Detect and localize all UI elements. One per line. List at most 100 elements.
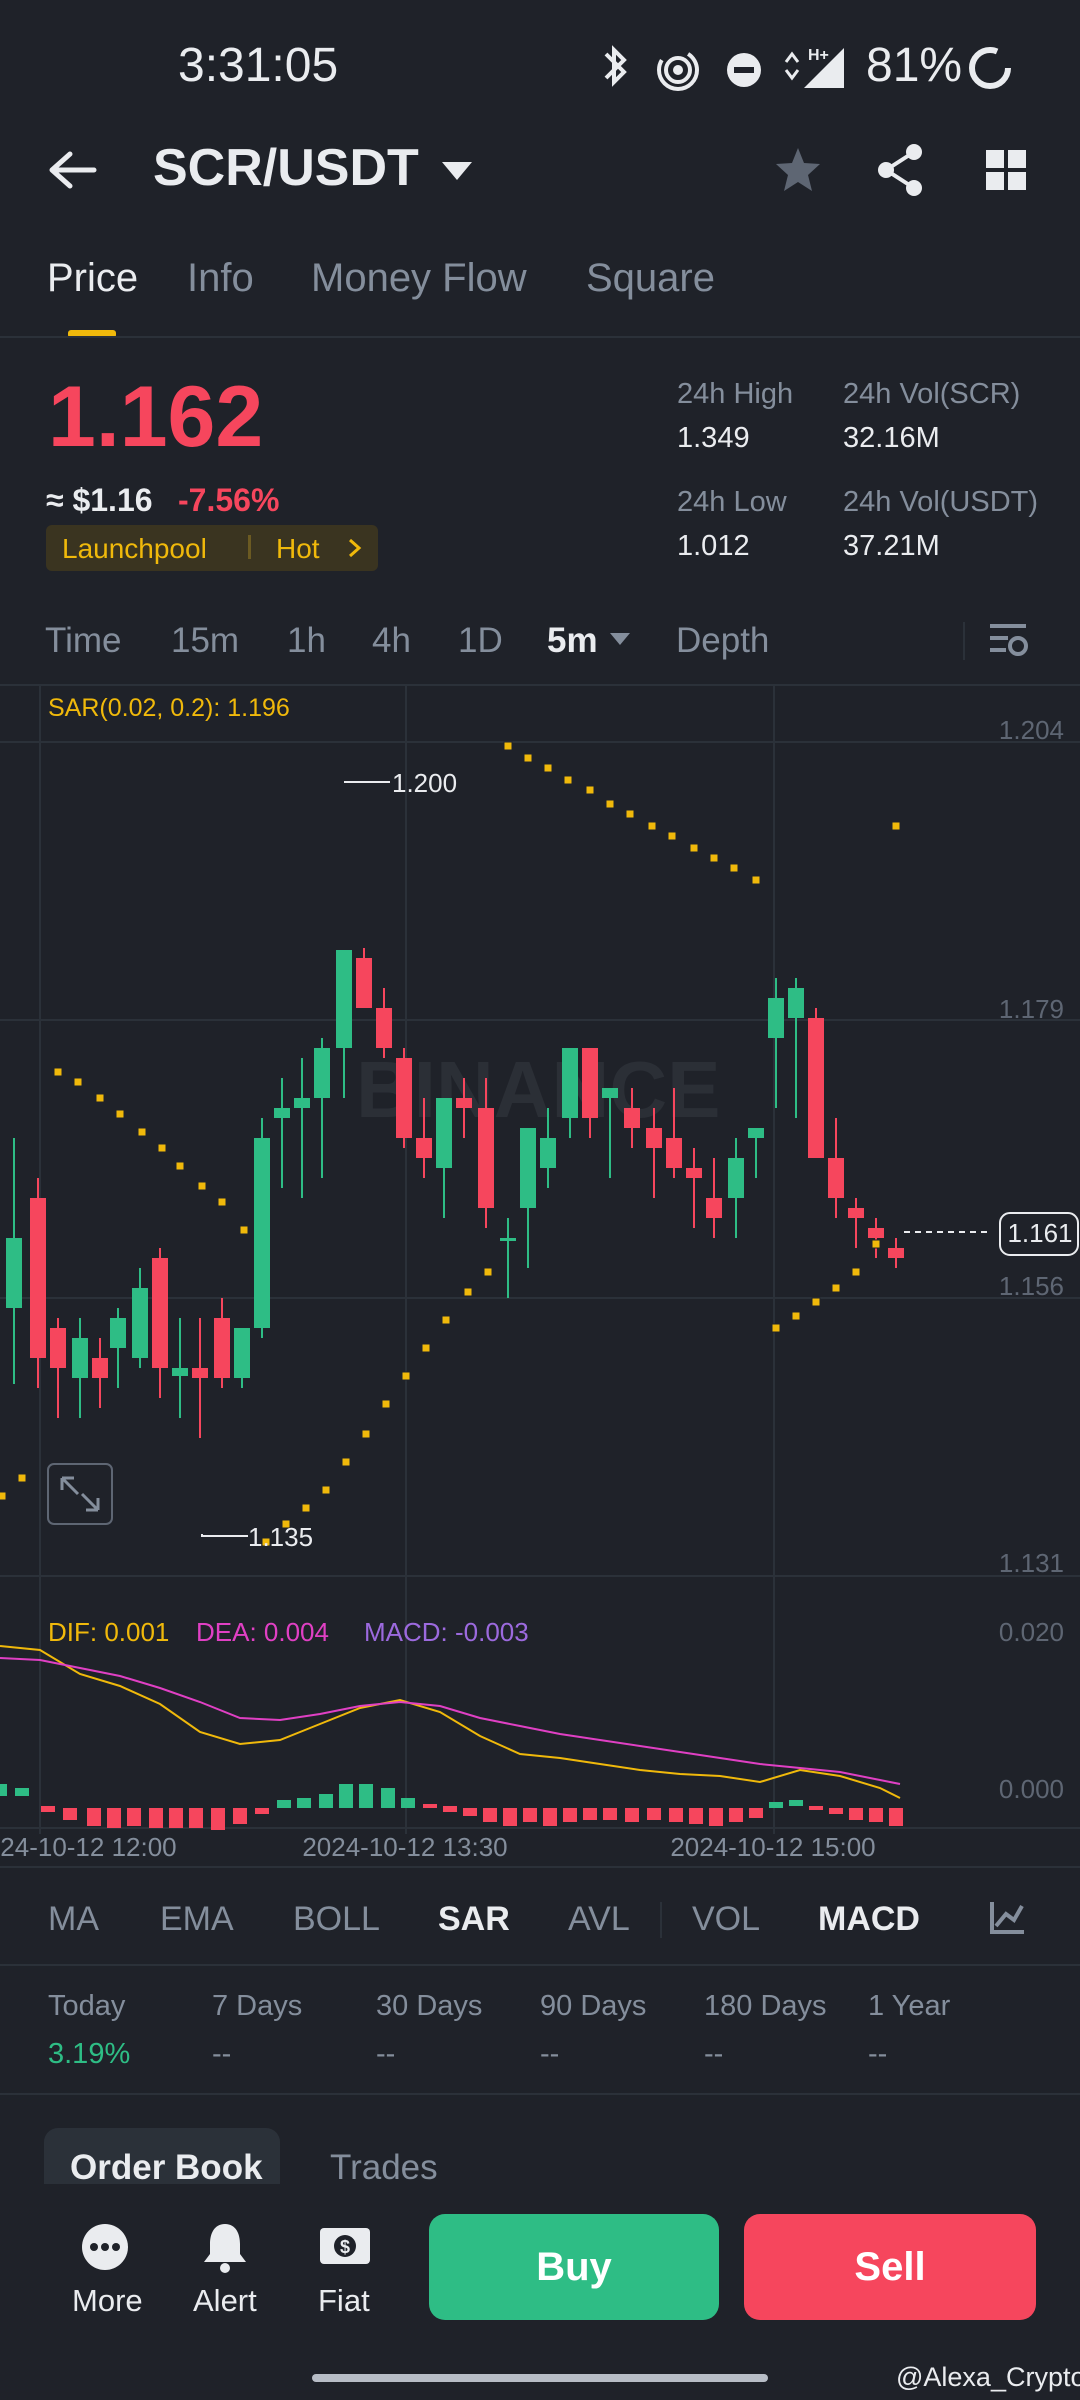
candle-body [274,1108,290,1118]
tab-info[interactable]: Info [187,256,254,300]
candle-body [706,1198,722,1218]
fiat-icon[interactable]: $ [318,2226,372,2266]
candle-body [416,1138,432,1158]
divider [0,684,1080,686]
candle-body [50,1328,66,1368]
candlestick-chart[interactable]: BINANCE SAR(0.02, 0.2): 1.196 1.204 1.17… [0,684,1080,1860]
bell-icon[interactable] [200,2220,250,2274]
macd-bar [401,1798,415,1808]
time-axis-label: 2024-10-12 13:30 [302,1832,507,1860]
tab-square[interactable]: Square [586,256,715,300]
interval-1h[interactable]: 1h [287,621,326,660]
back-arrow-icon[interactable] [46,146,106,196]
macd-bar [749,1808,763,1818]
candle-body [728,1158,744,1198]
indicator-macd[interactable]: MACD [818,1900,920,1938]
candle-body [336,950,352,1048]
indicator-avl[interactable]: AVL [568,1900,630,1938]
indicator-boll[interactable]: BOLL [293,1900,380,1938]
candle-body [788,988,804,1018]
candle-body [172,1368,188,1376]
chevron-down-icon[interactable] [440,158,474,184]
candle-body [436,1098,452,1168]
sar-dot [831,1283,841,1293]
macd-bar [107,1808,121,1828]
sar-dot [0,1491,7,1501]
interval-15m[interactable]: 15m [171,621,240,660]
sar-dot [197,1181,207,1191]
perf-value-90d: -- [540,2038,560,2070]
sar-dots [0,741,901,1547]
alert-label[interactable]: Alert [193,2283,257,2318]
macd-bar [789,1800,803,1806]
grid-menu-icon[interactable] [982,146,1030,194]
macd-bar [523,1808,537,1822]
launchpool-badge[interactable]: Launchpool Hot [46,525,378,571]
macd-dif-label: DIF: 0.001 [48,1617,169,1647]
current-price-tag [999,1212,1079,1256]
macd-axis-label: 0.020 [999,1617,1064,1647]
macd-bar [563,1808,577,1822]
more-icon[interactable] [80,2222,130,2272]
hotspot-icon [657,49,699,91]
high-marker-line [344,781,390,783]
macd-axis-label: 0.000 [999,1774,1064,1804]
badge-divider [248,535,251,559]
sar-dot [523,753,533,763]
svg-text:$: $ [340,2237,350,2257]
sar-dot [261,1537,271,1547]
vol-scr-label: 24h Vol(SCR) [843,378,1021,410]
tab-trades[interactable]: Trades [330,2148,438,2187]
tab-money-flow[interactable]: Money Flow [311,256,527,300]
pair-selector[interactable]: SCR/USDT [153,139,419,197]
interval-time[interactable]: Time [45,621,122,660]
indicator-vol[interactable]: VOL [692,1900,761,1938]
sar-dot [751,875,761,885]
battery-icon [969,47,1011,89]
interval-dropdown-icon[interactable] [608,630,632,648]
bluetooth-icon [604,45,627,87]
sar-dot [239,1225,249,1235]
macd-dif-line [0,1645,901,1799]
candle-body [254,1138,270,1328]
indicator-ma[interactable]: MA [48,1900,99,1938]
candle-body [848,1208,864,1218]
vol-scr-value: 32.16M [843,422,940,454]
status-bar: 3:31:05 H+ 81% [0,0,1080,135]
indicator-settings-icon[interactable] [988,1898,1028,1938]
sar-dot [157,1143,167,1153]
interval-5m[interactable]: 5m [547,621,598,660]
interval-1d[interactable]: 1D [458,621,503,660]
sell-button[interactable]: Sell [744,2214,1036,2320]
sar-dot [17,1473,27,1483]
perf-value-1y: -- [868,2038,888,2070]
macd-bar [603,1808,617,1820]
indicator-sar[interactable]: SAR [438,1900,510,1938]
tab-price[interactable]: Price [47,256,139,300]
chart-settings-icon[interactable] [986,620,1030,660]
share-icon[interactable] [874,142,926,198]
sar-dot [217,1197,227,1207]
sar-dot [381,1399,391,1409]
more-label[interactable]: More [72,2283,143,2318]
candle-body [540,1138,556,1168]
macd-bar [169,1808,183,1828]
candle-body [72,1338,88,1378]
macd-bar [483,1808,497,1822]
do-not-disturb-icon [727,53,761,87]
low-label: 24h Low [677,486,787,518]
perf-label-90d: 90 Days [540,1990,647,2022]
buy-button[interactable]: Buy [429,2214,719,2320]
star-icon[interactable] [772,144,824,196]
interval-4h[interactable]: 4h [372,621,411,660]
interval-depth[interactable]: Depth [676,621,770,660]
macd-bar [769,1802,783,1808]
user-watermark: @Alexa_Crypto [896,2362,1080,2392]
home-indicator[interactable] [312,2374,768,2382]
fiat-label[interactable]: Fiat [318,2283,370,2318]
indicator-ema[interactable]: EMA [160,1900,234,1938]
badge-launchpool-label: Launchpool [62,533,207,564]
macd-bar [339,1784,353,1808]
price-change-percent: -7.56% [178,482,280,518]
sar-dot [321,1485,331,1495]
